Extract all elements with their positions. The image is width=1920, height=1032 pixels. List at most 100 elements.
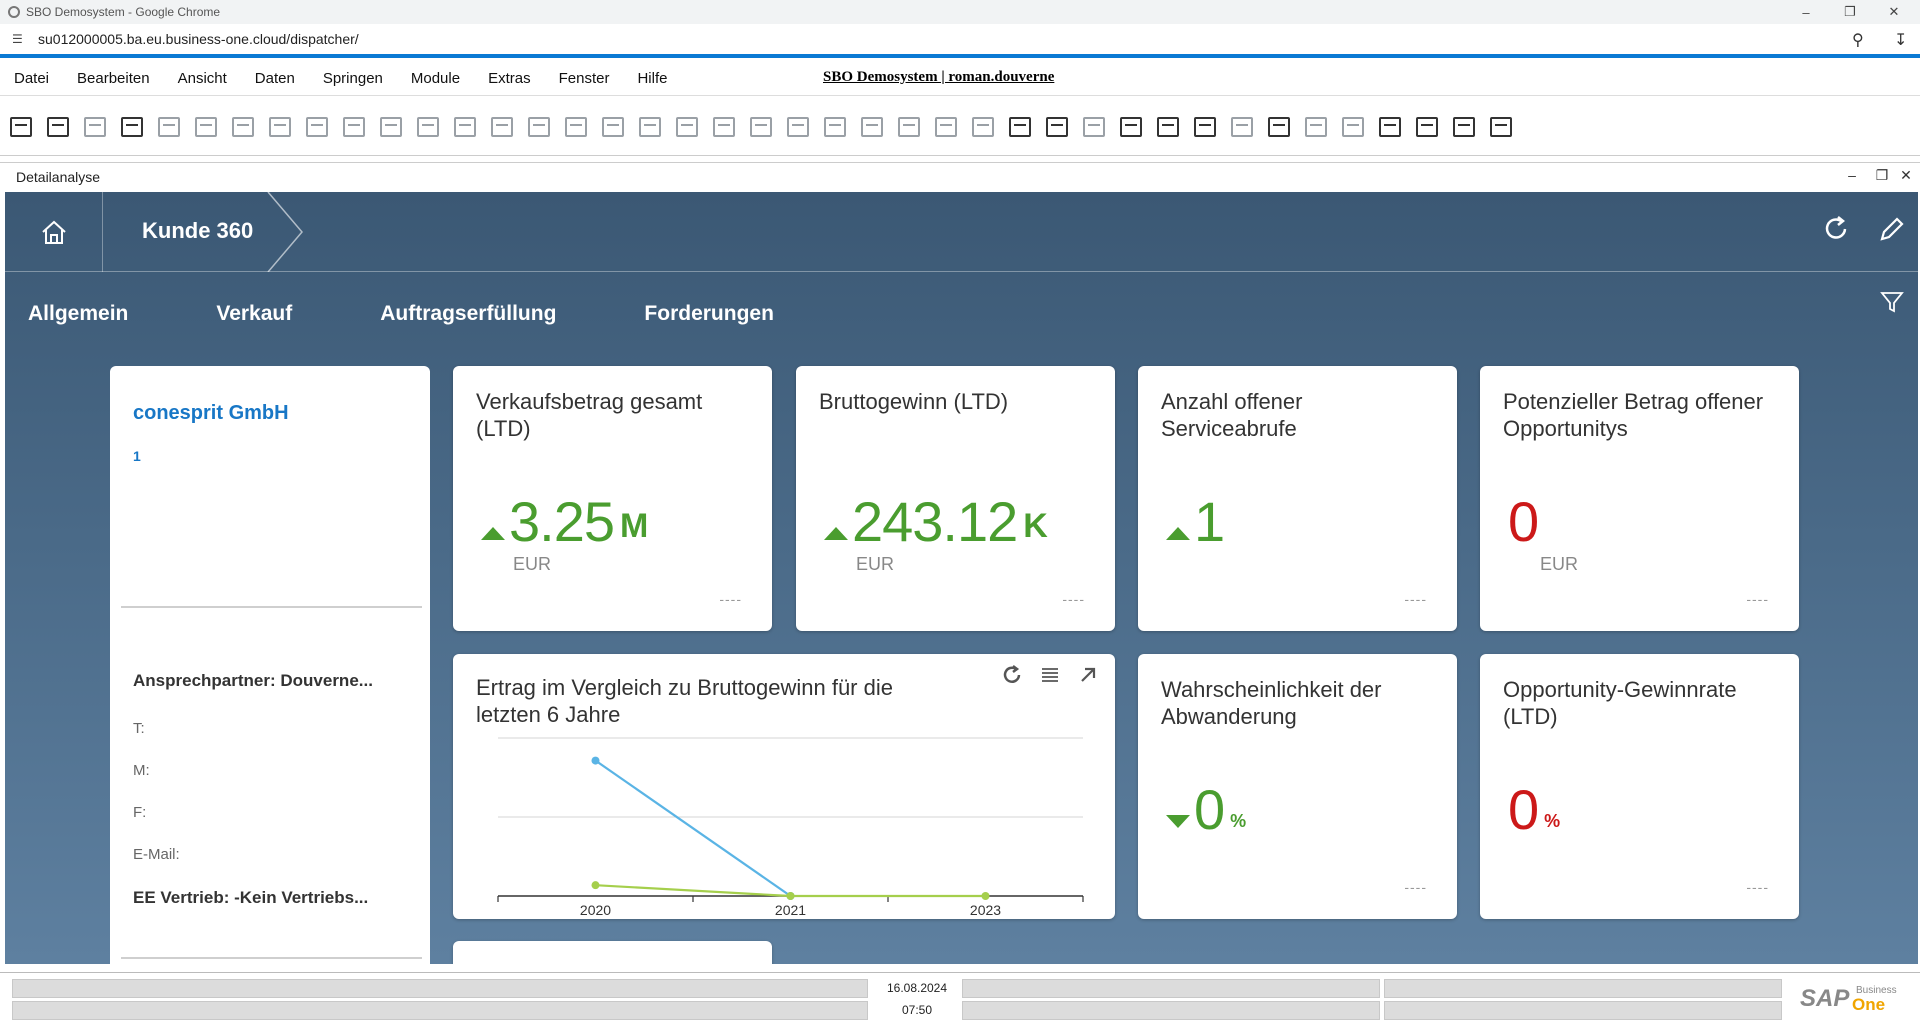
- edit-icon[interactable]: [931, 112, 961, 142]
- kpi-unit: EUR: [1540, 554, 1579, 574]
- kpi-tile-opportunity-win-rate[interactable]: Opportunity-Gewinnrate (LTD) 0 % ----: [1480, 654, 1799, 919]
- kpi-value: 0 %: [1508, 782, 1560, 838]
- menu-fenster[interactable]: Fenster: [558, 70, 610, 87]
- menu-module[interactable]: Module: [410, 70, 461, 87]
- kpi-tile-churn-probability[interactable]: Wahrscheinlichkeit der Abwanderung 0 % -…: [1138, 654, 1457, 919]
- zoom-icon[interactable]: ⚲: [1852, 32, 1864, 49]
- gross-profit-icon[interactable]: [820, 112, 850, 142]
- widgets-icon[interactable]: [1338, 112, 1368, 142]
- settings-icon[interactable]: [968, 112, 998, 142]
- kpi-unit: %: [1544, 811, 1561, 831]
- menu-ansicht[interactable]: Ansicht: [177, 70, 227, 87]
- sap-business-one-logo: SAP Business One: [1800, 985, 1897, 1014]
- window-minimize-icon[interactable]: –: [1848, 167, 1856, 183]
- menu-extras[interactable]: Extras: [488, 70, 531, 87]
- tab-verkauf[interactable]: Verkauf: [216, 302, 293, 325]
- kpi-tile-open-service-calls[interactable]: Anzahl offener Serviceabrufe 1 ----: [1138, 366, 1457, 631]
- tab-forderungen[interactable]: Forderungen: [644, 302, 774, 325]
- transaction-journal-icon[interactable]: [746, 112, 776, 142]
- kpi-tile-open-opportunities[interactable]: Potenzieller Betrag offener Opportunitys…: [1480, 366, 1799, 631]
- messages-icon[interactable]: [1042, 112, 1072, 142]
- excel-icon[interactable]: [154, 112, 184, 142]
- base-document-icon[interactable]: [672, 112, 702, 142]
- report-icon[interactable]: [1005, 112, 1035, 142]
- menu-hilfe[interactable]: Hilfe: [637, 70, 668, 87]
- chart-series-line: [594, 759, 792, 897]
- help-icon[interactable]: [1486, 112, 1516, 142]
- filter-icon[interactable]: [598, 112, 628, 142]
- preview-icon[interactable]: [6, 112, 36, 142]
- layout-designer-icon[interactable]: [894, 112, 924, 142]
- minimize-icon[interactable]: –: [1802, 4, 1810, 20]
- move-icon[interactable]: [265, 112, 295, 142]
- next-record-icon[interactable]: [487, 112, 517, 142]
- add-icon[interactable]: [376, 112, 406, 142]
- customer-name[interactable]: conesprit GmbH: [133, 402, 289, 424]
- kpi-value: 243.12 K: [824, 494, 1048, 550]
- tab-allgemein[interactable]: Allgemein: [28, 302, 129, 325]
- tab-auftragserfuellung[interactable]: Auftragserfüllung: [380, 302, 557, 325]
- user-icon[interactable]: [1264, 112, 1294, 142]
- kpi-scale: K: [1023, 507, 1048, 545]
- find-icon[interactable]: [339, 112, 369, 142]
- sort-icon[interactable]: [635, 112, 665, 142]
- kpi-tile-gross-profit[interactable]: Bruttogewinn (LTD) 243.12 K EUR ----: [796, 366, 1115, 631]
- last-record-icon[interactable]: [524, 112, 554, 142]
- sms-icon[interactable]: [80, 112, 110, 142]
- logo-sap-text: SAP: [1800, 985, 1850, 1012]
- activity-icon[interactable]: [1116, 112, 1146, 142]
- print-icon[interactable]: [117, 112, 147, 142]
- chart-expand-icon[interactable]: [1075, 662, 1101, 688]
- chart-list-icon[interactable]: [1037, 662, 1063, 688]
- payment-means-icon[interactable]: [783, 112, 813, 142]
- phone-label: T:: [133, 720, 145, 737]
- chart-tile-revenue-vs-profit[interactable]: Ertrag im Vergleich zu Bruttogewinn für …: [453, 654, 1115, 919]
- target-document-icon[interactable]: [709, 112, 739, 142]
- word-icon[interactable]: [191, 112, 221, 142]
- alerts-icon[interactable]: [1079, 112, 1109, 142]
- kpi-tile-partial[interactable]: [453, 941, 772, 964]
- url-text[interactable]: su012000005.ba.eu.business-one.cloud/dis…: [38, 31, 359, 47]
- kpi-tile-sales-total[interactable]: Verkaufsbetrag gesamt (LTD) 3.25 M EUR -…: [453, 366, 772, 631]
- pdf-icon[interactable]: [228, 112, 258, 142]
- customer-360-dashboard: Kunde 360 Allgemein Verkauf Auftragserfü…: [5, 192, 1918, 964]
- document-settings-icon[interactable]: [1301, 112, 1331, 142]
- calendar-icon[interactable]: [1190, 112, 1220, 142]
- message-overview-icon[interactable]: [1153, 112, 1183, 142]
- filter-funnel-icon[interactable]: [1880, 290, 1904, 314]
- refresh-icon[interactable]: [561, 112, 591, 142]
- divider: [121, 606, 422, 608]
- refresh-icon[interactable]: [1819, 212, 1853, 246]
- restore-icon[interactable]: ❐: [1844, 4, 1856, 19]
- status-field: [1384, 979, 1782, 998]
- download-icon[interactable]: ↧: [1894, 32, 1908, 49]
- kpi-value: 1: [1166, 494, 1225, 550]
- menu-springen[interactable]: Springen: [322, 70, 383, 87]
- volume-weight-icon[interactable]: [857, 112, 887, 142]
- trend-up-icon: [1166, 527, 1190, 540]
- form-icon[interactable]: [302, 112, 332, 142]
- table-settings-icon[interactable]: [1449, 112, 1479, 142]
- organization-icon[interactable]: [1227, 112, 1257, 142]
- previous-record-icon[interactable]: [450, 112, 480, 142]
- home-button[interactable]: [5, 192, 103, 272]
- status-time: 07:50: [901, 1003, 933, 1017]
- line-chart: 2020 2021 2023: [497, 737, 1084, 918]
- menu-daten[interactable]: Daten: [254, 70, 295, 87]
- window-restore-icon[interactable]: ❐: [1875, 167, 1889, 183]
- chart-data-point: [591, 756, 600, 765]
- first-record-icon[interactable]: [413, 112, 443, 142]
- analytics-icon[interactable]: [1375, 112, 1405, 142]
- email-icon[interactable]: [43, 112, 73, 142]
- edit-pencil-icon[interactable]: [1875, 212, 1909, 246]
- window-close-icon[interactable]: ✕: [1900, 167, 1912, 183]
- site-info-icon[interactable]: ☰: [12, 32, 23, 46]
- chart-refresh-icon[interactable]: [999, 662, 1025, 688]
- close-icon[interactable]: ✕: [1888, 4, 1900, 19]
- customer-number[interactable]: 1: [133, 448, 141, 464]
- menu-datei[interactable]: Datei: [14, 70, 50, 87]
- approval-icon[interactable]: [1412, 112, 1442, 142]
- menu-bearbeiten[interactable]: Bearbeiten: [77, 70, 150, 87]
- address-bar[interactable]: ☰ su012000005.ba.eu.business-one.cloud/d…: [0, 24, 1920, 58]
- kpi-unit: %: [1230, 811, 1247, 831]
